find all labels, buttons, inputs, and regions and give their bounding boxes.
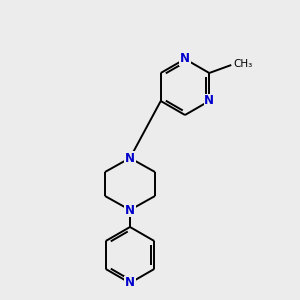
Text: N: N: [125, 203, 135, 217]
Text: CH₃: CH₃: [233, 59, 253, 69]
Text: N: N: [180, 52, 190, 65]
Text: N: N: [125, 277, 135, 290]
Text: N: N: [204, 94, 214, 107]
Text: N: N: [125, 152, 135, 164]
